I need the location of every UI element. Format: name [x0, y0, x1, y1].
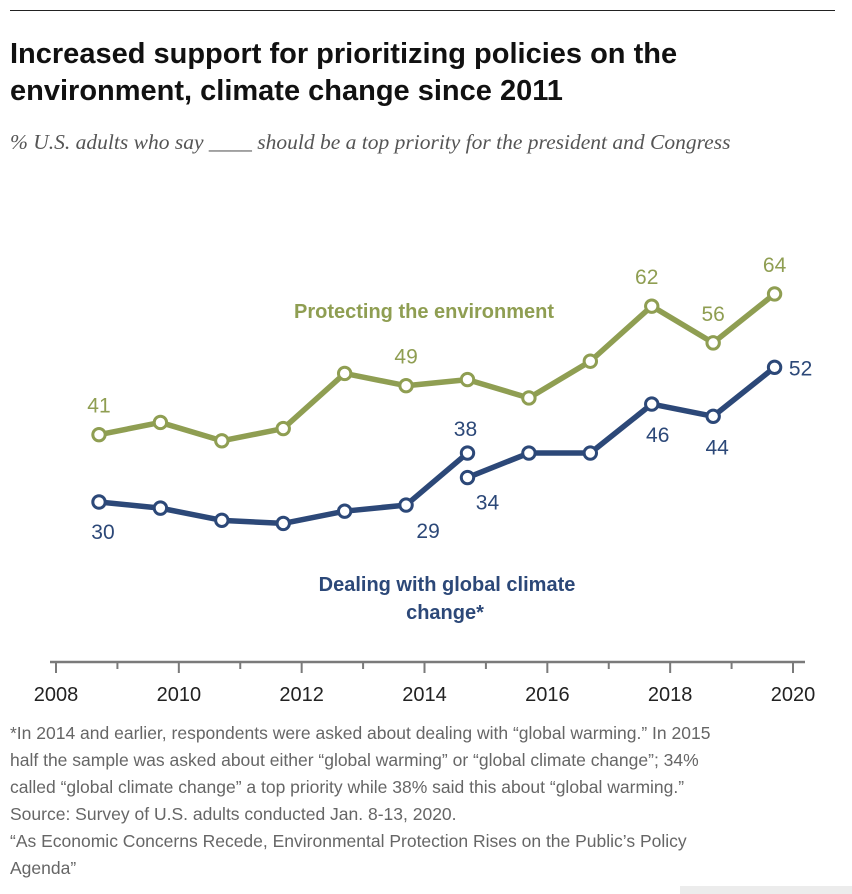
top-rule	[10, 10, 835, 11]
data-point-climate_a	[275, 515, 291, 532]
bottom-edge-shadow	[680, 886, 852, 894]
series-line-climate_b	[464, 364, 778, 481]
data-point-environment	[582, 353, 599, 369]
chart-notes: *In 2014 and earlier, respondents were a…	[10, 720, 840, 882]
series-line-climate_a	[96, 450, 471, 527]
data-label-environment: 41	[87, 395, 110, 418]
data-point-climate_b	[459, 469, 476, 486]
footnote-line-2: half the sample was asked about either “…	[10, 750, 699, 770]
data-point-climate_b	[766, 359, 783, 376]
report-title-line-1: “As Economic Concerns Recede, Environmen…	[10, 831, 687, 851]
footnote-line-3: called “global climate change” a top pri…	[10, 777, 685, 797]
series-label-climate-line2: change*	[406, 602, 484, 624]
data-label-climate_b: 52	[789, 357, 812, 380]
data-point-environment	[336, 365, 353, 382]
data-point-environment	[459, 371, 476, 388]
data-point-environment	[644, 298, 660, 314]
x-tick-label: 2010	[157, 684, 202, 706]
data-point-climate_b	[521, 445, 537, 461]
data-point-environment	[275, 420, 291, 437]
data-label-climate_b: 44	[705, 436, 729, 459]
data-labels: 41 49 62 56 64 30 29 38 34 46 44 52	[87, 254, 812, 544]
data-label-environment: 64	[763, 254, 787, 277]
data-point-environment	[521, 390, 537, 406]
data-point-climate_b	[705, 408, 721, 425]
data-point-climate_a	[459, 445, 476, 461]
x-axis: 2008 2010 2012 2014 2016 2018 2020	[34, 660, 816, 706]
series-lines	[96, 291, 778, 527]
data-point-climate_a	[336, 503, 353, 519]
series-line-environment	[96, 291, 778, 444]
x-tick-label: 2012	[279, 684, 324, 706]
data-label-climate_a: 38	[454, 418, 477, 441]
line-chart: 2008 2010 2012 2014 2016 2018 2020 41 49 62 56 64 3…	[34, 254, 816, 706]
data-label-environment: 49	[394, 346, 417, 369]
data-point-climate_a	[214, 512, 230, 529]
chart-subtitle: % U.S. adults who say ____ should be a t…	[10, 130, 731, 154]
data-point-environment	[766, 286, 783, 302]
data-label-climate_b: 46	[646, 424, 669, 447]
data-point-climate_a	[398, 497, 414, 513]
report-title-line-2: Agenda”	[10, 858, 77, 878]
x-tick-label: 2014	[402, 684, 447, 706]
data-point-environment	[214, 433, 230, 449]
data-point-environment	[398, 378, 414, 394]
data-label-climate_a: 30	[91, 521, 114, 544]
data-point-environment	[705, 335, 721, 351]
data-label-climate_b: 34	[476, 492, 500, 515]
series-label-climate-line1: Dealing with global climate	[319, 574, 576, 596]
series-label-environment: Protecting the environment	[294, 301, 554, 323]
chart-title: Increased support for prioritizing polic…	[10, 38, 678, 107]
footnote-line-1: *In 2014 and earlier, respondents were a…	[10, 723, 711, 743]
data-point-climate_b	[644, 396, 660, 412]
data-label-environment: 62	[635, 266, 658, 289]
x-tick-label: 2018	[648, 684, 693, 706]
data-point-climate_b	[582, 445, 599, 461]
data-point-environment	[91, 426, 107, 443]
x-tick-label: 2008	[34, 684, 79, 706]
data-point-environment	[152, 414, 169, 431]
data-point-climate_a	[152, 500, 169, 516]
x-tick-label: 2016	[525, 684, 570, 706]
data-point-climate_a	[91, 494, 107, 510]
source-note: Source: Survey of U.S. adults conducted …	[10, 804, 457, 824]
series-points	[91, 286, 783, 532]
data-label-environment: 56	[701, 303, 724, 326]
data-label-climate_a: 29	[416, 520, 439, 543]
x-tick-label: 2020	[771, 684, 816, 706]
